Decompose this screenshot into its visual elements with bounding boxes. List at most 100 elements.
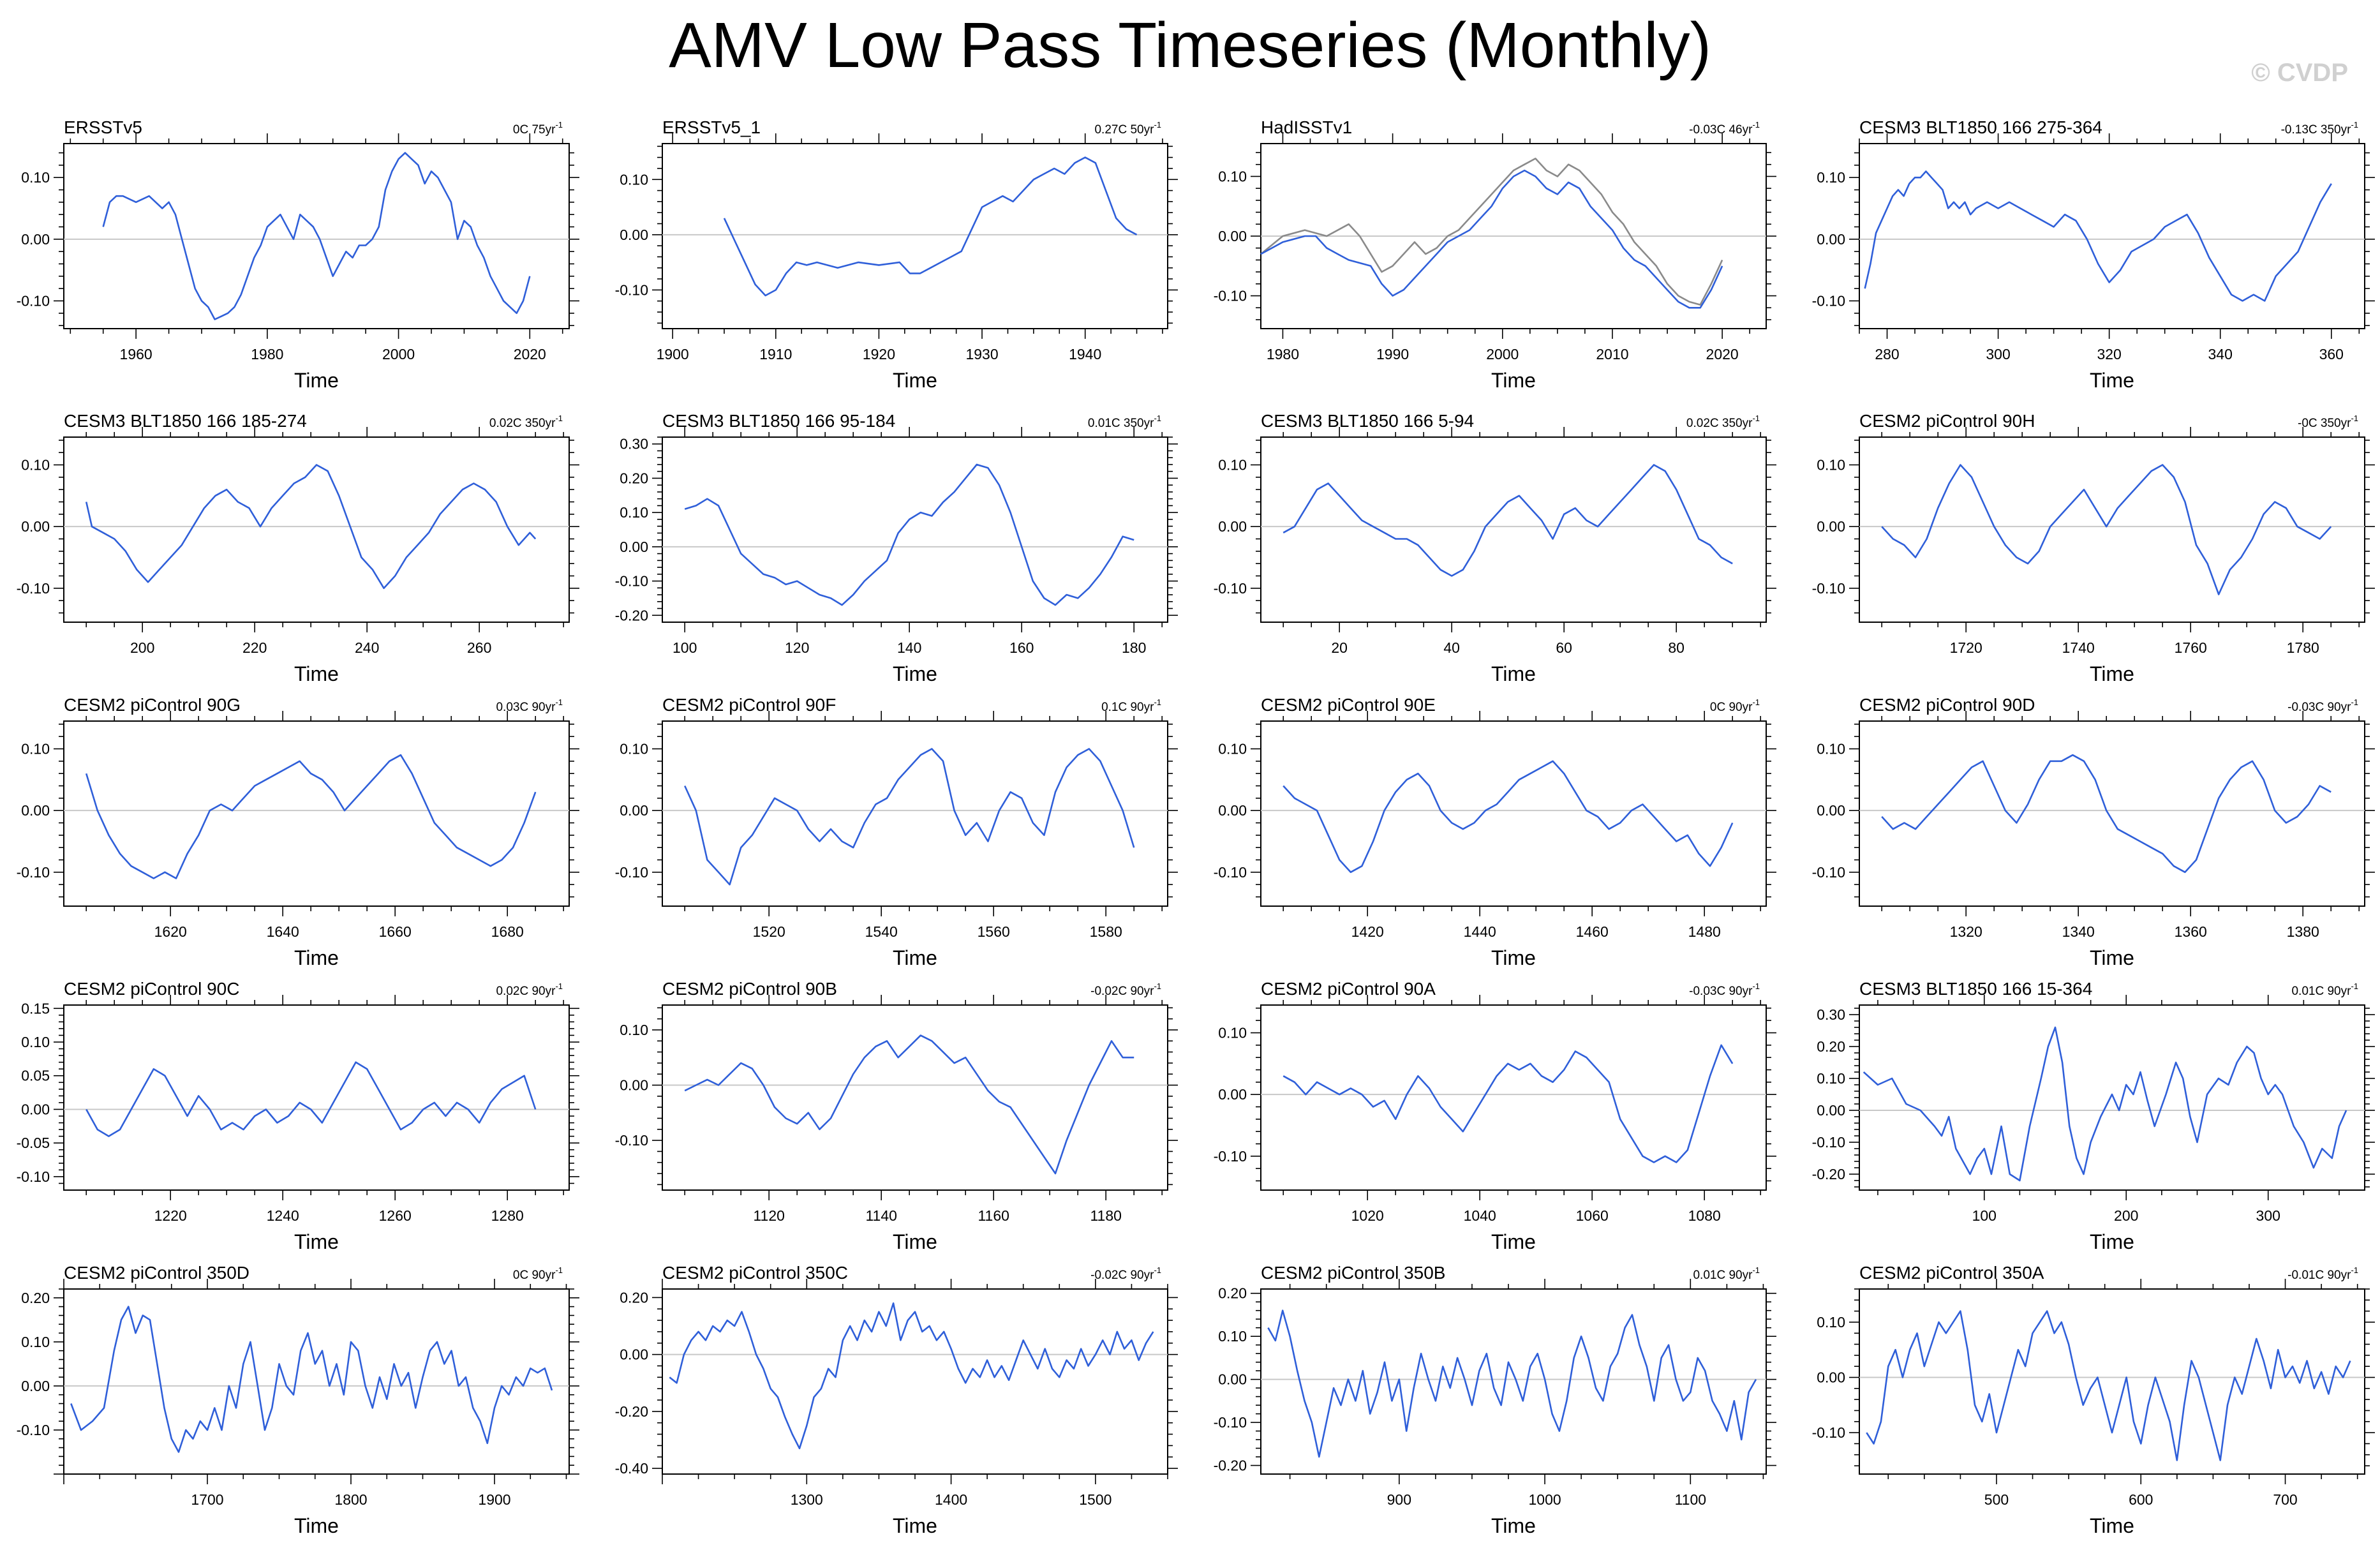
panel-6: CESM3 BLT1850 166 5-94 0.02C 350yr-1 20 40 6… [1214,411,1776,685]
y-tick-label: -0.20 [615,607,648,623]
x-tick-label: 300 [2256,1207,2280,1224]
y-tick-label: 0.10 [21,1034,50,1050]
panel-13: CESM2 piControl 90B -0.02C 90yr-1 1120 1140… [615,979,1178,1253]
y-tick-label: -0.20 [1214,1457,1247,1474]
x-tick-label: 1900 [478,1491,510,1508]
x-tick-label: 1340 [2062,923,2095,940]
panel-stat-exponent: -1 [1752,120,1760,130]
y-tick-label: -0.10 [17,864,50,881]
y-tick-label: 0.20 [21,1290,50,1306]
y-tick-label: 0.10 [21,457,50,473]
y-tick-label: 0.10 [1817,741,1845,757]
panel-stat-exponent: -1 [1752,414,1760,423]
panel-frame [63,143,570,329]
panel-stat-value: 0.1C 90yr [1101,701,1154,714]
panel-stat-exponent: -1 [2351,120,2358,130]
panel-19: CESM2 piControl 350A -0.01C 90yr-1 500 600 7… [1812,1263,2375,1537]
panel-17: CESM2 piControl 350C -0.02C 90yr-1 1300 140… [615,1263,1178,1537]
y-tick-label: -0.10 [1214,580,1247,597]
x-axis-label: Time [294,1514,339,1537]
y-tick-label: 0.30 [1817,1006,1845,1023]
x-tick-label: 1780 [2287,639,2319,656]
panel-stat-exponent: -1 [1154,120,1161,130]
y-tick-label: -0.10 [1812,1424,1845,1441]
panel-stat: 0.02C 350yr-1 [489,414,563,430]
panel-frame [662,143,1168,329]
series-line [669,1302,1154,1450]
panel-frame [1859,1004,2365,1191]
y-tick-label: -0.10 [17,1422,50,1438]
panel-15: CESM3 BLT1850 166 15-364 0.01C 90yr-1 100 2… [1812,979,2375,1253]
x-tick-label: 1260 [379,1207,412,1224]
panel-title: ERSSTv5 [64,117,142,137]
y-tick-label: 0.00 [1817,1369,1845,1386]
panel-frame [1260,436,1767,623]
x-tick-label: 1220 [154,1207,187,1224]
series-line [1283,464,1733,577]
x-tick-label: 1180 [1090,1207,1121,1224]
series-line [1881,754,2332,874]
y-tick-label: -0.10 [1812,580,1845,597]
panel-title: CESM2 piControl 90C [64,979,239,999]
panel-stat-exponent: -1 [555,981,563,991]
y-tick-label: 0.00 [21,518,50,535]
y-tick-label: 0.10 [620,171,648,188]
y-tick-label: 0.10 [21,741,50,757]
panel-stat-value: -0.01C 90yr [2287,1269,2351,1282]
panel-frame [63,720,570,907]
x-tick-label: 1720 [1950,639,1982,656]
series-line [684,463,1134,606]
y-tick-label: 0.10 [1817,169,1845,186]
x-tick-label: 1160 [978,1207,1009,1224]
x-tick-label: 1520 [753,923,785,940]
panel-stat-value: -0.03C 46yr [1689,123,1753,137]
x-axis-label: Time [294,662,339,685]
y-tick-label: 0.20 [620,470,648,486]
panel-stat: 0.02C 350yr-1 [1686,414,1760,430]
panel-title: CESM2 piControl 90H [1859,411,2035,431]
panel-0: ERSSTv5 0C 75yr-1 1960 1980 2000 2020 -0.10 0.0… [17,117,579,392]
y-tick-label: 0.00 [1817,518,1845,535]
panel-8: CESM2 piControl 90G 0.03C 90yr-1 1620 1640 1… [17,695,579,969]
panel-9: CESM2 piControl 90F 0.1C 90yr-1 1520 1540 15… [615,695,1178,969]
panel-title: CESM2 piControl 90A [1261,979,1436,999]
panel-stat-exponent: -1 [1154,981,1161,991]
x-tick-label: 1910 [759,346,792,362]
x-tick-label: 600 [2129,1491,2153,1508]
panel-title: CESM2 piControl 90G [64,695,241,715]
x-tick-label: 1000 [1528,1491,1561,1508]
y-tick-label: 0.00 [1218,1371,1247,1388]
panel-stat-value: 0.02C 90yr [496,985,556,998]
x-tick-label: 1920 [863,346,895,362]
panel-stat-value: -0C 350yr [2298,417,2351,430]
x-axis-label: Time [893,662,937,685]
x-tick-label: 1990 [1376,346,1409,362]
panel-stat: 0.02C 90yr-1 [496,981,563,998]
y-tick-label: -0.10 [1214,288,1247,304]
y-tick-label: -0.10 [615,864,648,881]
panel-stat-value: 0.01C 90yr [2291,985,2351,998]
x-tick-label: 1680 [491,923,524,940]
x-axis-label: Time [294,946,339,969]
panel-frame [1859,436,2365,623]
x-tick-label: 60 [1556,639,1572,656]
panel-2: HadISSTv1 -0.03C 46yr-1 1980 1990 2000 2010 20… [1214,117,1776,392]
x-tick-label: 1930 [965,346,998,362]
y-tick-label: 0.15 [21,1000,50,1017]
y-tick-label: 0.10 [620,741,648,757]
x-tick-label: 220 [242,639,267,656]
y-tick-label: 0.00 [1817,1102,1845,1119]
x-tick-label: 1460 [1576,923,1609,940]
x-tick-label: 2020 [514,346,546,362]
panel-16: CESM2 piControl 350D 0C 90yr-1 1700 1800 190… [17,1263,579,1537]
y-tick-label: 0.10 [1218,168,1247,184]
y-tick-label: -0.10 [17,1168,50,1185]
panel-4: CESM3 BLT1850 166 185-274 0.02C 350yr-1 20… [17,411,579,685]
y-tick-label: 0.10 [21,169,50,186]
panel-title: HadISSTv1 [1261,117,1352,137]
x-tick-label: 1660 [379,923,412,940]
series-line [684,1034,1134,1175]
y-tick-label: 0.30 [620,436,648,452]
x-tick-label: 2020 [1706,346,1739,362]
panel-frame [662,1288,1168,1475]
